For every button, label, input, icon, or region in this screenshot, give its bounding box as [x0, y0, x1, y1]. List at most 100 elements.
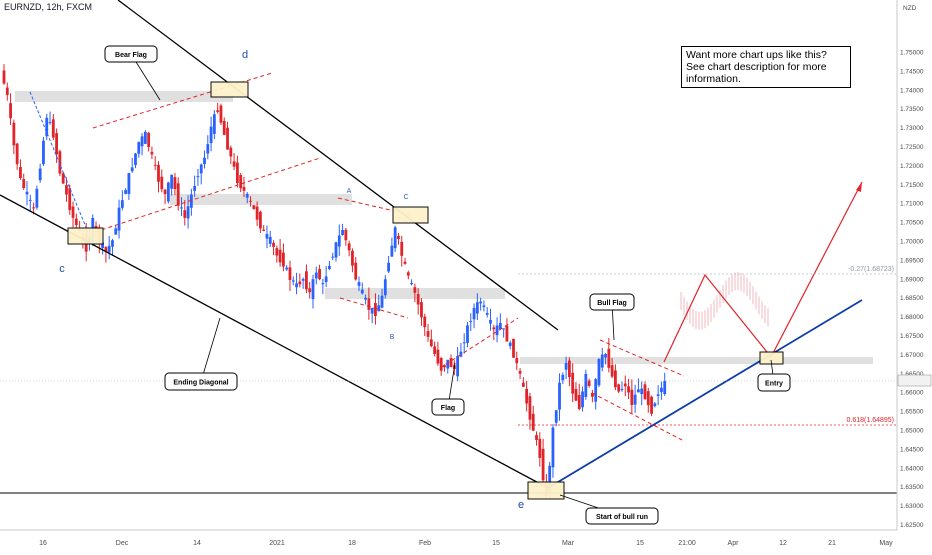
candle-body	[479, 301, 483, 304]
highlight-box-1	[67, 227, 104, 245]
y-tick-label: 1.68000	[900, 314, 924, 321]
ghost-candle	[722, 284, 724, 303]
candle-body	[212, 114, 216, 134]
candle-body	[393, 227, 397, 249]
ghost-candle	[740, 272, 742, 291]
candle-body	[61, 173, 65, 184]
candle-body	[482, 305, 486, 308]
candle-body	[180, 207, 183, 209]
candle-body	[656, 394, 660, 396]
ghost-candle	[701, 311, 703, 330]
y-tick-label: 1.72500	[900, 144, 924, 151]
callout-box	[104, 45, 158, 63]
candle-body	[295, 283, 298, 288]
candle-body	[45, 117, 49, 137]
candle-body	[288, 267, 292, 280]
candle-body	[48, 122, 52, 124]
candle-body	[305, 271, 308, 290]
ghost-candle	[719, 289, 721, 308]
x-tick-label: 16	[39, 540, 47, 547]
candle-body	[5, 87, 9, 95]
ghost-candle	[749, 281, 751, 300]
candle-body	[627, 386, 630, 393]
candle-body	[282, 252, 285, 267]
candle-body	[337, 235, 341, 247]
y-tick-label: 1.67500	[900, 333, 924, 340]
candle-body	[160, 176, 164, 190]
candle-body	[364, 297, 367, 300]
candle-body	[439, 358, 443, 371]
candle-body	[311, 279, 315, 300]
candle-body	[590, 392, 594, 397]
candle-body	[104, 247, 108, 252]
candle-body	[239, 175, 243, 189]
promo-line-2: See chart description for more	[686, 61, 827, 73]
candle-body	[298, 281, 302, 285]
candle-body	[285, 267, 289, 270]
ghost-candle	[725, 280, 727, 299]
candle-body	[219, 105, 223, 123]
candle-body	[633, 394, 637, 405]
candle-body	[226, 127, 229, 150]
ghost-candle	[761, 301, 763, 320]
candle-body	[334, 242, 338, 258]
candle-body	[472, 307, 476, 320]
x-tick-label: May	[879, 540, 893, 547]
candle-body	[620, 388, 624, 390]
y-tick-label: 1.73000	[900, 125, 924, 132]
y-tick-label: 1.67000	[900, 352, 924, 359]
candle-body	[640, 388, 644, 395]
y-tick-label: 1.69000	[900, 276, 924, 283]
candle-body	[344, 229, 348, 241]
candle-body	[199, 164, 203, 174]
highlight-box-0	[210, 81, 249, 98]
candle-body	[574, 388, 578, 401]
candle-body	[456, 355, 460, 377]
candle-body	[101, 242, 105, 248]
candle-body	[15, 143, 19, 165]
y-tick-label: 1.66500	[900, 371, 924, 378]
candle-body	[377, 305, 381, 312]
candle-body	[426, 331, 430, 337]
y-tick-label: 1.70500	[900, 220, 924, 227]
zone-3	[520, 357, 873, 364]
axes-layer	[0, 0, 932, 531]
y-tick-label: 1.66000	[900, 390, 924, 397]
highlight-box-2	[392, 206, 429, 224]
candle-body	[443, 365, 446, 368]
x-tick-label: 21	[828, 540, 836, 547]
candle-body	[420, 302, 423, 318]
candle-body	[28, 199, 32, 201]
highlight-box-3	[527, 481, 565, 500]
candle-body	[357, 282, 361, 286]
x-tick-label: 18	[348, 540, 356, 547]
drawings-layer	[0, 0, 897, 500]
candle-body	[2, 70, 6, 84]
ghost-candle	[767, 308, 769, 327]
candle-body	[166, 182, 170, 202]
ghost-candle	[755, 291, 757, 310]
x-tick-label: 14	[193, 540, 201, 547]
zone-0	[15, 91, 233, 102]
candle-body	[117, 207, 121, 231]
candle-body	[71, 206, 75, 218]
candle-body	[429, 339, 433, 347]
candle-body	[143, 131, 147, 144]
candle-body	[475, 302, 479, 314]
candles-layer	[2, 64, 667, 499]
x-tick-label: 12	[779, 540, 787, 547]
candle-body	[74, 218, 78, 226]
candle-body	[301, 278, 305, 281]
candle-body	[406, 272, 410, 276]
candle-body	[374, 302, 377, 317]
candle-body	[55, 133, 58, 155]
candle-body	[140, 136, 144, 147]
candle-body	[147, 132, 151, 147]
callout-label: Bear Flag	[115, 52, 147, 59]
candle-body	[403, 261, 407, 264]
candle-body	[183, 210, 187, 218]
bull-flag-lower	[591, 392, 683, 441]
candle-body	[551, 427, 555, 468]
